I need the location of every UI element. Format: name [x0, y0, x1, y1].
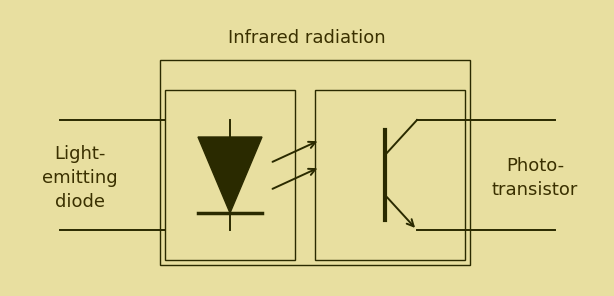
- Text: Photo-
transistor: Photo- transistor: [492, 157, 578, 199]
- Bar: [160, 60, 470, 265]
- Text: Light-
emitting
diode: Light- emitting diode: [42, 145, 118, 210]
- Bar: [165, 90, 295, 260]
- Polygon shape: [198, 137, 262, 213]
- Text: Infrared radiation: Infrared radiation: [228, 29, 386, 47]
- Bar: [315, 90, 465, 260]
